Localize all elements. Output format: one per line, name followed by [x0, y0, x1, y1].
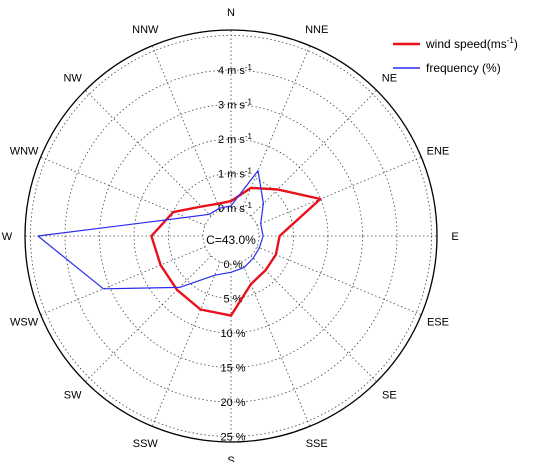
- direction-label-n: N: [227, 7, 235, 19]
- calm-label: C=43.0%: [206, 233, 256, 247]
- grid-ring: [168, 173, 294, 299]
- spoke-sw: [85, 255, 212, 382]
- series-layer: [37, 170, 322, 317]
- legend-frequency-label: frequency (%): [426, 61, 501, 75]
- legend: wind speed(ms-1) frequency (%): [393, 36, 518, 75]
- series-frequency-line: [37, 170, 264, 290]
- frequency-tick-label: 25 %: [220, 432, 245, 444]
- frequency-tick-label: 20 %: [220, 397, 245, 409]
- spoke-wsw: [40, 246, 206, 316]
- frequency-tick-labels: 0 %5 %10 %15 %20 %25 %: [220, 259, 245, 444]
- direction-label-se: SE: [382, 389, 397, 401]
- direction-label-wnw: WNW: [10, 145, 39, 157]
- spoke-ene: [256, 156, 422, 226]
- spoke-ssw: [151, 261, 221, 427]
- spoke-ese: [256, 246, 422, 316]
- frequency-tick-label: 0 %: [224, 259, 243, 271]
- direction-label-ene: ENE: [427, 145, 450, 157]
- spoke-wnw: [40, 156, 206, 226]
- speed-tick-label: 4 m s-1: [218, 63, 253, 77]
- frequency-tick-label: 10 %: [220, 328, 245, 340]
- direction-label-ssw: SSW: [133, 438, 159, 450]
- spoke-sse: [241, 261, 311, 427]
- direction-label-nw: NW: [63, 73, 82, 85]
- grid-ring: [99, 104, 363, 368]
- direction-label-nne: NNE: [305, 24, 328, 36]
- legend-speed-label: wind speed(ms-1): [425, 36, 518, 51]
- spoke-se: [250, 255, 377, 382]
- direction-label-e: E: [451, 231, 458, 243]
- spoke-nnw: [151, 45, 221, 211]
- direction-label-wsw: WSW: [10, 317, 39, 329]
- speed-tick-labels: 0 m s-1 1 m s-1 2 m s-1 3 m s-1 4 m s-1: [218, 63, 253, 215]
- direction-labels: N NNE NE ENE E ESE SE SSE S SSW SW WSW W WNW NW NNW: [2, 7, 459, 462]
- speed-tick-label: 1 m s-1: [218, 167, 253, 181]
- direction-label-sw: SW: [64, 389, 82, 401]
- direction-label-ese: ESE: [427, 317, 449, 329]
- spoke-nw: [85, 90, 212, 217]
- direction-label-ne: NE: [382, 73, 397, 85]
- direction-spokes: [25, 30, 437, 442]
- outer-circle: [24, 29, 438, 443]
- speed-tick-label: 3 m s-1: [218, 98, 253, 112]
- direction-label-sse: SSE: [306, 438, 328, 450]
- speed-tick-label: 0 m s-1: [218, 201, 253, 215]
- spoke-ne: [250, 90, 377, 217]
- frequency-tick-label: 15 %: [220, 363, 245, 375]
- grid-ring: [64, 69, 398, 403]
- direction-label-w: W: [2, 231, 13, 243]
- direction-label-s: S: [227, 455, 234, 462]
- spoke-nne: [241, 45, 311, 211]
- direction-label-nnw: NNW: [132, 24, 159, 36]
- speed-tick-label: 2 m s-1: [218, 132, 253, 146]
